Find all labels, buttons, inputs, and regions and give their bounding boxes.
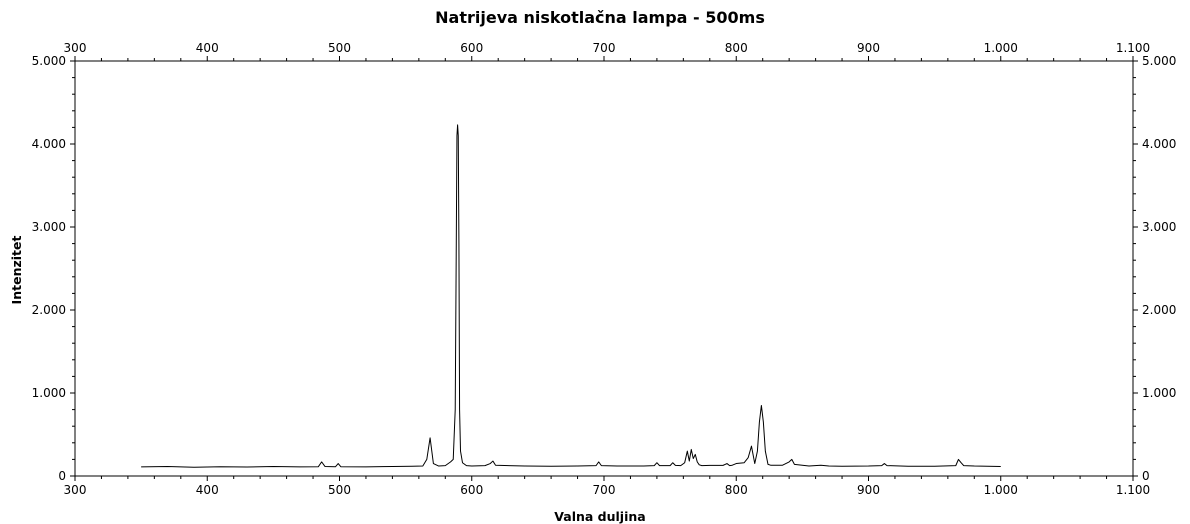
y-tick-label-left: 4.000 — [32, 137, 66, 151]
y-tick-label-left: 0 — [58, 469, 66, 483]
y-tick-label-left: 1.000 — [32, 386, 66, 400]
x-tick-label-bottom: 800 — [725, 483, 748, 497]
y-tick-label-right: 2.000 — [1142, 303, 1176, 317]
x-tick-label-bottom: 400 — [196, 483, 219, 497]
x-tick-label-bottom: 700 — [593, 483, 616, 497]
chart-title: Natrijeva niskotlačna lampa - 500ms — [435, 8, 765, 27]
x-tick-label-top: 1.100 — [1116, 41, 1150, 55]
x-tick-label-top: 800 — [725, 41, 748, 55]
x-tick-label-bottom: 1.100 — [1116, 483, 1150, 497]
x-tick-label-top: 500 — [328, 41, 351, 55]
plot-frame — [74, 60, 1134, 477]
x-tick-label-bottom: 1.000 — [984, 483, 1018, 497]
x-tick-label-top: 600 — [460, 41, 483, 55]
y-tick-label-right: 3.000 — [1142, 220, 1176, 234]
y-tick-label-left: 2.000 — [32, 303, 66, 317]
spectrum-line — [141, 124, 1001, 468]
x-tick-label-top: 300 — [64, 41, 87, 55]
y-tick-label-left: 3.000 — [32, 220, 66, 234]
y-tick-label-right: 4.000 — [1142, 137, 1176, 151]
series-layer — [141, 124, 1001, 468]
x-tick-label-top: 900 — [857, 41, 880, 55]
y-tick-label-right: 5.000 — [1142, 54, 1176, 68]
y-tick-label-right: 0 — [1142, 469, 1150, 483]
x-tick-label-bottom: 300 — [64, 483, 87, 497]
x-tick-label-bottom: 900 — [857, 483, 880, 497]
y-tick-label-left: 5.000 — [32, 54, 66, 68]
x-tick-label-bottom: 600 — [460, 483, 483, 497]
y-axis-title: Intenzitet — [9, 236, 24, 305]
x-tick-label-top: 700 — [593, 41, 616, 55]
x-tick-label-top: 1.000 — [984, 41, 1018, 55]
ticks-layer: 300 300 400 400 500 500 600 600 700 700 800 800 900 9… — [32, 41, 1177, 497]
x-axis-title: Valna duljina — [554, 509, 645, 524]
x-tick-label-top: 400 — [196, 41, 219, 55]
x-tick-label-bottom: 500 — [328, 483, 351, 497]
y-tick-label-right: 1.000 — [1142, 386, 1176, 400]
